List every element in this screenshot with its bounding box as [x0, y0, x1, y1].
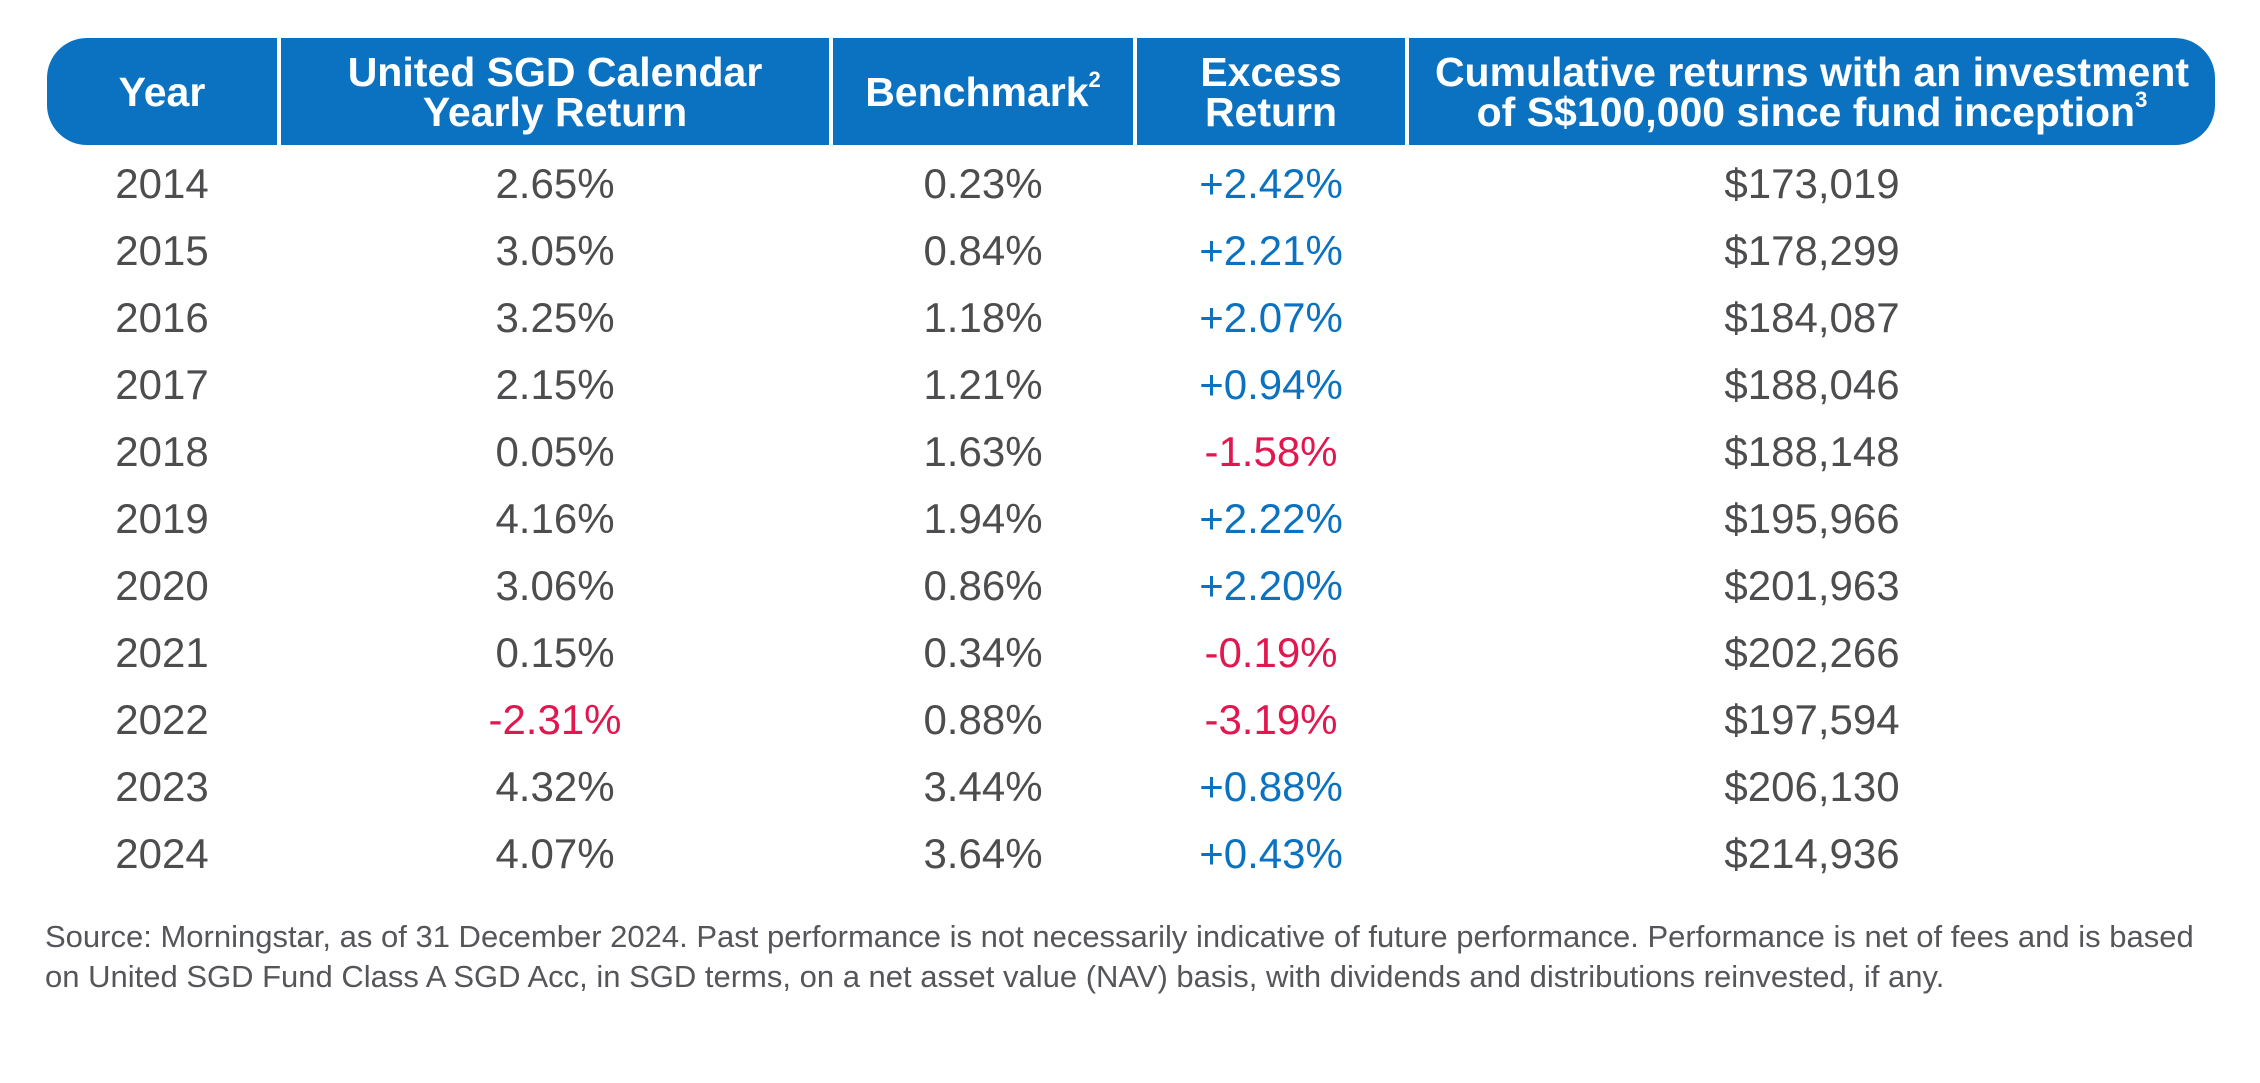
cell-excess-return: +2.42%	[1199, 159, 1343, 207]
cell-excess-return: +2.22%	[1199, 494, 1343, 542]
cell-year: 2024	[115, 829, 209, 877]
cell-calendar-return: 3.06%	[495, 561, 615, 609]
cumulative-footnote-ref: 3	[2135, 86, 2148, 112]
cell-calendar-return: 0.05%	[495, 427, 615, 475]
table-row: 2017 2.15% 1.21% +0.94% $188,046	[47, 351, 2215, 418]
cell-year: 2016	[115, 293, 209, 341]
header-cumulative: Cumulative returns with an investment of…	[1409, 38, 2215, 145]
cell-excess-return: +2.07%	[1199, 293, 1343, 341]
cell-year: 2020	[115, 561, 209, 609]
cell-excess-return: -1.58%	[1204, 427, 1338, 475]
cell-cumulative: $184,087	[1724, 293, 1900, 341]
cell-year: 2021	[115, 628, 209, 676]
header-divider	[277, 38, 281, 145]
cell-excess-return: -0.19%	[1204, 628, 1338, 676]
header-divider	[1405, 38, 1409, 145]
table-row: 2014 2.65% 0.23% +2.42% $173,019	[47, 150, 2215, 217]
cell-benchmark: 3.44%	[923, 762, 1043, 810]
header-benchmark-label: Benchmark2	[865, 66, 1101, 115]
cell-benchmark: 0.88%	[923, 695, 1043, 743]
cell-year: 2015	[115, 226, 209, 274]
cell-benchmark: 1.21%	[923, 360, 1043, 408]
header-excess-return-label: Excess Return	[1200, 48, 1342, 135]
header-divider	[829, 38, 833, 145]
cell-calendar-return: 3.05%	[495, 226, 615, 274]
header-calendar-return: United SGD Calendar Yearly Return	[281, 38, 829, 145]
cell-excess-return: +0.94%	[1199, 360, 1343, 408]
cell-cumulative: $195,966	[1724, 494, 1900, 542]
header-year: Year	[47, 38, 277, 145]
header-year-label: Year	[118, 68, 206, 115]
cell-benchmark: 0.23%	[923, 159, 1043, 207]
header-calendar-return-label: United SGD Calendar Yearly Return	[347, 48, 763, 135]
header-excess-return: Excess Return	[1137, 38, 1405, 145]
cell-calendar-return: 2.65%	[495, 159, 615, 207]
cell-cumulative: $188,148	[1724, 427, 1900, 475]
cell-excess-return: +2.21%	[1199, 226, 1343, 274]
table-row: 2021 0.15% 0.34% -0.19% $202,266	[47, 619, 2215, 686]
cell-cumulative: $188,046	[1724, 360, 1900, 408]
table-row: 2024 4.07% 3.64% +0.43% $214,936	[47, 820, 2215, 887]
cell-cumulative: $178,299	[1724, 226, 1900, 274]
table-row: 2019 4.16% 1.94% +2.22% $195,966	[47, 485, 2215, 552]
cell-calendar-return: 2.15%	[495, 360, 615, 408]
table-row: 2023 4.32% 3.44% +0.88% $206,130	[47, 753, 2215, 820]
cell-year: 2018	[115, 427, 209, 475]
cell-benchmark: 3.64%	[923, 829, 1043, 877]
table-row: 2016 3.25% 1.18% +2.07% $184,087	[47, 284, 2215, 351]
header-divider	[1133, 38, 1137, 145]
table-header: Year United SGD Calendar Yearly Return B…	[47, 38, 2215, 145]
benchmark-footnote-ref: 2	[1088, 66, 1101, 92]
cell-cumulative: $202,266	[1724, 628, 1900, 676]
cell-cumulative: $173,019	[1724, 159, 1900, 207]
cell-benchmark: 1.94%	[923, 494, 1043, 542]
cell-excess-return: -3.19%	[1204, 695, 1338, 743]
header-cumulative-label: Cumulative returns with an investment of…	[1434, 48, 2190, 135]
cell-cumulative: $201,963	[1724, 561, 1900, 609]
cell-year: 2019	[115, 494, 209, 542]
cell-cumulative: $214,936	[1724, 829, 1900, 877]
table-row: 2020 3.06% 0.86% +2.20% $201,963	[47, 552, 2215, 619]
table-row: 2022 -2.31% 0.88% -3.19% $197,594	[47, 686, 2215, 753]
cell-calendar-return: 4.07%	[495, 829, 615, 877]
cell-year: 2014	[115, 159, 209, 207]
cell-calendar-return: 4.16%	[495, 494, 615, 542]
cell-year: 2023	[115, 762, 209, 810]
cell-excess-return: +0.43%	[1199, 829, 1343, 877]
cell-benchmark: 1.63%	[923, 427, 1043, 475]
cell-calendar-return: 3.25%	[495, 293, 615, 341]
cell-year: 2017	[115, 360, 209, 408]
cell-excess-return: +2.20%	[1199, 561, 1343, 609]
source-footnote: Source: Morningstar, as of 31 December 2…	[45, 919, 2194, 994]
cell-cumulative: $197,594	[1724, 695, 1900, 743]
table-row: 2015 3.05% 0.84% +2.21% $178,299	[47, 217, 2215, 284]
cell-excess-return: +0.88%	[1199, 762, 1343, 810]
table-row: 2018 0.05% 1.63% -1.58% $188,148	[47, 418, 2215, 485]
cell-calendar-return: -2.31%	[488, 695, 622, 743]
cell-year: 2022	[115, 695, 209, 743]
cell-calendar-return: 4.32%	[495, 762, 615, 810]
cell-benchmark: 1.18%	[923, 293, 1043, 341]
table-body: 2014 2.65% 0.23% +2.42% $173,019 2015 3.05% 0.8…	[47, 150, 2215, 887]
cell-calendar-return: 0.15%	[495, 628, 615, 676]
cell-benchmark: 0.84%	[923, 226, 1043, 274]
cell-benchmark: 0.34%	[923, 628, 1043, 676]
cell-benchmark: 0.86%	[923, 561, 1043, 609]
cell-cumulative: $206,130	[1724, 762, 1900, 810]
header-benchmark: Benchmark2	[833, 38, 1133, 145]
